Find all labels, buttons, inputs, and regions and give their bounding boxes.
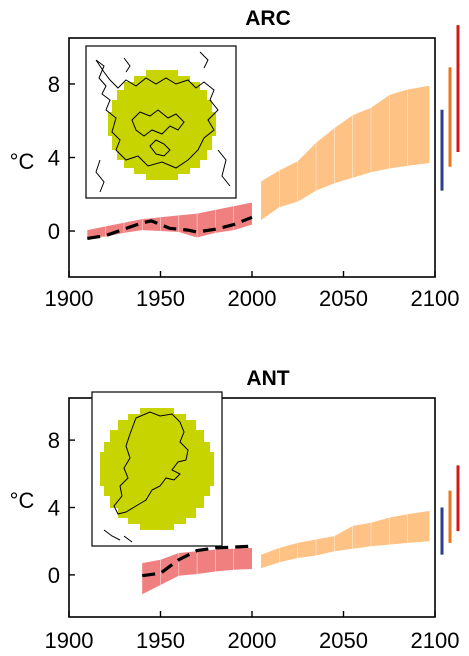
observed-line: [141, 544, 253, 578]
x-tick-label: 1950: [136, 286, 185, 311]
arctic-region: [108, 70, 216, 180]
y-tick-label: 0: [48, 563, 60, 588]
y-axis: 0 4 8: [48, 428, 75, 588]
y-tick-label: 0: [48, 219, 60, 244]
arctic-coastline: [95, 51, 231, 193]
observed-line: [87, 215, 253, 240]
panel-ant: ANT °C 0 4 8 1900 1950 2000 2050 2100: [10, 367, 460, 653]
y-tick-label: 4: [48, 146, 60, 171]
projection-range-band: [261, 510, 430, 569]
x-tick-label: 2000: [228, 286, 277, 311]
chart-title: ARC: [245, 7, 291, 30]
chart-title: ANT: [246, 367, 289, 390]
band-layer: [142, 510, 430, 595]
projection-range-band: [261, 85, 430, 220]
line-layer: [87, 215, 253, 240]
y-axis: 0 4 8: [48, 72, 75, 244]
x-tick-label: 1900: [45, 628, 94, 653]
arctic-map: [85, 45, 237, 199]
x-tick-label: 2050: [319, 628, 368, 653]
y-tick-label: 4: [48, 496, 60, 521]
x-tick-label: 2050: [319, 286, 368, 311]
y-tick-label: 8: [48, 428, 60, 453]
x-axis: 1900 1950 2000 2050 2100: [45, 271, 460, 311]
x-tick-label: 1900: [45, 286, 94, 311]
y-tick-label: 8: [48, 72, 60, 97]
range-bars-2100: [440, 465, 460, 555]
x-tick-label: 2100: [411, 286, 460, 311]
y-axis-label: °C: [10, 149, 35, 174]
line-layer: [141, 544, 253, 578]
x-axis: 1900 1950 2000 2050 2100: [45, 611, 460, 653]
x-tick-label: 2100: [411, 628, 460, 653]
antarctic-coastline: [103, 411, 189, 543]
x-tick-label: 2000: [228, 628, 277, 653]
x-tick-label: 1950: [136, 628, 185, 653]
antarctic-map: [91, 391, 223, 547]
panel-arc: ARC °C 0 4 8 1900 1950 2000 2050 2100: [10, 7, 460, 311]
y-axis-label: °C: [10, 488, 35, 513]
range-bars-2100: [440, 25, 460, 191]
